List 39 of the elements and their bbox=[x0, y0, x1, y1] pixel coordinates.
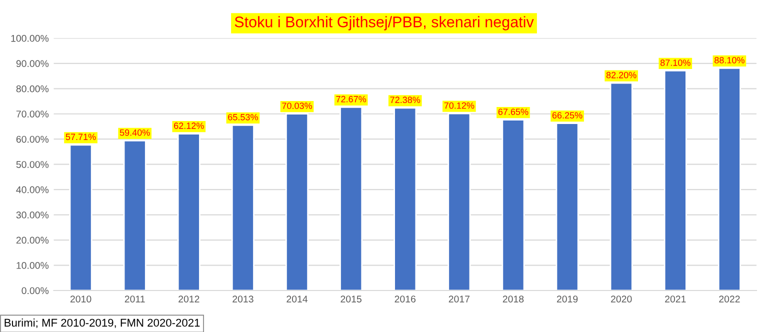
y-tick-label: 80.00% bbox=[16, 85, 49, 92]
y-tick-label: 50.00% bbox=[16, 161, 49, 168]
data-label: 70.12% bbox=[444, 102, 474, 109]
y-tick-label: 100.00% bbox=[11, 34, 49, 42]
y-tick-label: 10.00% bbox=[16, 262, 49, 269]
x-tick-label: 2018 bbox=[502, 296, 524, 302]
x-tick-label: 2011 bbox=[124, 296, 145, 302]
x-tick-label: 2015 bbox=[340, 296, 362, 302]
y-tick-label: 60.00% bbox=[16, 136, 49, 143]
data-label: 72.38% bbox=[390, 96, 420, 104]
y-tick-label: 40.00% bbox=[16, 186, 49, 194]
y-tick-label: 30.00% bbox=[16, 212, 49, 218]
x-tick-label: 2016 bbox=[394, 296, 416, 302]
data-label: 88.10% bbox=[714, 57, 744, 64]
data-label: 67.65% bbox=[498, 108, 528, 115]
data-label: 87.10% bbox=[660, 60, 690, 66]
x-tick-label: 2020 bbox=[611, 296, 632, 302]
x-tick-label: 2019 bbox=[556, 296, 578, 302]
x-tick-label: 2013 bbox=[232, 296, 254, 302]
data-label: 59.40% bbox=[120, 129, 150, 136]
x-tick-label: 2010 bbox=[70, 296, 92, 302]
data-label: 57.71% bbox=[66, 134, 96, 140]
y-tick-label: 90.00% bbox=[16, 60, 49, 68]
x-tick-label: 2022 bbox=[719, 296, 740, 302]
x-tick-label: 2017 bbox=[448, 296, 470, 302]
y-tick-label: 20.00% bbox=[16, 236, 49, 244]
data-label: 62.12% bbox=[174, 122, 204, 129]
data-label: 82.20% bbox=[606, 72, 636, 78]
data-label: 70.03% bbox=[282, 102, 312, 109]
x-tick-label: 2012 bbox=[178, 296, 200, 302]
text: Burimi; MF 2010-2019, FMN 2020-2021 bbox=[4, 318, 200, 328]
data-label: 66.25% bbox=[552, 112, 582, 119]
y-tick-label: 70.00% bbox=[16, 110, 49, 118]
data-label: 65.53% bbox=[228, 114, 258, 120]
chart-title: Stoku i Borxhit Gjithsej/PBB, skenari negativ bbox=[234, 16, 534, 30]
data-label: 72.67% bbox=[336, 96, 366, 102]
x-tick-label: 2021 bbox=[665, 296, 686, 302]
y-tick-label: 0.00% bbox=[22, 287, 49, 294]
x-tick-label: 2014 bbox=[286, 296, 308, 302]
